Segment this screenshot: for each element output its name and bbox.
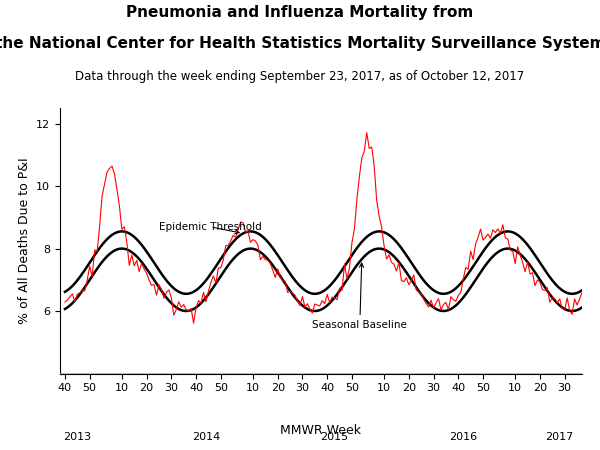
Text: Pneumonia and Influenza Mortality from: Pneumonia and Influenza Mortality from xyxy=(127,4,473,19)
Text: 2015: 2015 xyxy=(320,432,349,442)
Y-axis label: % of All Deaths Due to P&I: % of All Deaths Due to P&I xyxy=(17,158,31,324)
Text: 2014: 2014 xyxy=(192,432,220,442)
Text: 2017: 2017 xyxy=(545,432,574,442)
X-axis label: MMWR Week: MMWR Week xyxy=(281,424,361,437)
Text: 2013: 2013 xyxy=(63,432,91,442)
Text: the National Center for Health Statistics Mortality Surveillance System: the National Center for Health Statistic… xyxy=(0,36,600,51)
Text: Seasonal Baseline: Seasonal Baseline xyxy=(313,263,407,330)
Text: Epidemic Threshold: Epidemic Threshold xyxy=(159,222,262,234)
Text: 2016: 2016 xyxy=(449,432,478,442)
Text: Data through the week ending September 23, 2017, as of October 12, 2017: Data through the week ending September 2… xyxy=(76,70,524,83)
